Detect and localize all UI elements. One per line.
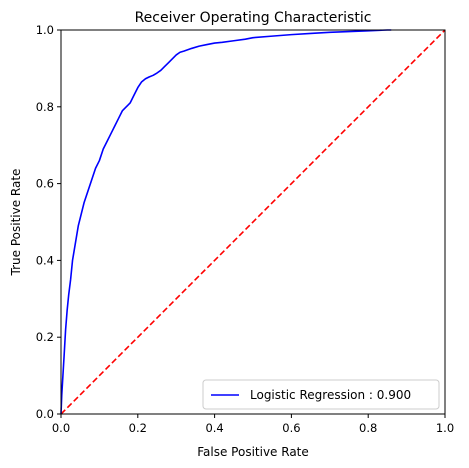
plot-lines <box>60 29 446 415</box>
chart-title: Receiver Operating Characteristic <box>135 10 372 26</box>
roc-curve-line <box>60 29 392 415</box>
y-tick-label: 0.0 <box>36 407 54 421</box>
y-tick-label: 0.6 <box>36 177 54 191</box>
x-axis-label: False Positive Rate <box>197 445 309 459</box>
x-axis-ticks: 0.0 0.2 0.4 0.6 0.8 1.0 <box>52 414 454 435</box>
y-tick-label: 0.8 <box>36 100 54 114</box>
axes-frame <box>60 29 446 415</box>
x-tick-label: 0.0 <box>52 421 70 435</box>
y-axis-ticks: 0.0 0.2 0.4 0.6 0.8 1.0 <box>36 23 61 421</box>
legend-label: Logistic Regression : 0.900 <box>250 388 411 402</box>
x-tick-label: 0.6 <box>282 421 300 435</box>
chance-diagonal-line <box>60 29 446 415</box>
legend-box <box>202 379 440 410</box>
y-tick-label: 1.0 <box>36 23 54 37</box>
x-tick-label: 0.2 <box>129 421 147 435</box>
y-axis-label: True Positive Rate <box>9 169 23 277</box>
legend: Logistic Regression : 0.900 <box>202 379 440 410</box>
x-tick-label: 0.8 <box>359 421 377 435</box>
y-tick-label: 0.4 <box>36 253 54 267</box>
y-tick-label: 0.2 <box>36 330 54 344</box>
x-tick-label: 1.0 <box>436 421 454 435</box>
x-tick-label: 0.4 <box>205 421 223 435</box>
